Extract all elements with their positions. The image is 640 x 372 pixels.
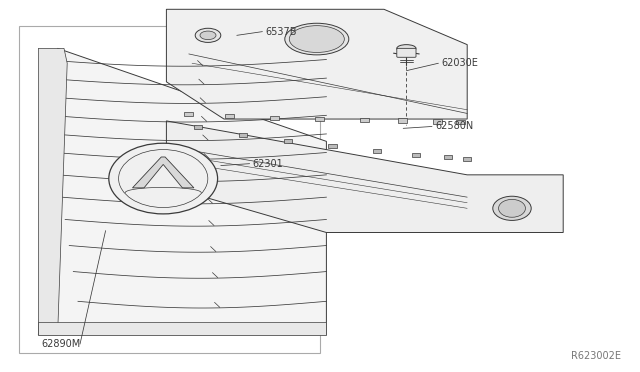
FancyBboxPatch shape <box>397 48 416 57</box>
Polygon shape <box>166 9 467 119</box>
Text: 62301: 62301 <box>253 159 284 169</box>
Ellipse shape <box>397 45 416 52</box>
Bar <box>463 157 471 161</box>
Text: 62030E: 62030E <box>442 58 479 68</box>
Bar <box>184 112 193 116</box>
Ellipse shape <box>289 26 344 52</box>
Bar <box>239 133 247 137</box>
Bar <box>194 125 202 129</box>
Ellipse shape <box>499 199 525 217</box>
Bar <box>373 149 381 153</box>
Polygon shape <box>132 157 194 188</box>
Bar <box>225 114 234 118</box>
Bar <box>315 117 324 121</box>
Polygon shape <box>166 121 563 232</box>
Bar <box>270 116 279 120</box>
Text: 6537B: 6537B <box>266 27 297 36</box>
Bar <box>444 155 452 159</box>
Text: R623002E: R623002E <box>571 351 621 361</box>
Bar <box>19 26 320 353</box>
Bar <box>398 118 407 123</box>
Polygon shape <box>38 322 326 335</box>
Ellipse shape <box>200 31 216 39</box>
Polygon shape <box>38 48 67 335</box>
Bar <box>412 153 420 157</box>
Bar <box>433 119 442 124</box>
Text: 62890M: 62890M <box>42 339 81 349</box>
Text: 62580N: 62580N <box>435 122 474 131</box>
Bar <box>456 120 465 124</box>
Ellipse shape <box>493 196 531 220</box>
Bar <box>360 118 369 122</box>
Bar <box>284 139 292 143</box>
Ellipse shape <box>285 23 349 55</box>
Ellipse shape <box>109 143 218 214</box>
Ellipse shape <box>195 28 221 42</box>
Bar <box>328 144 337 148</box>
Polygon shape <box>38 48 326 335</box>
